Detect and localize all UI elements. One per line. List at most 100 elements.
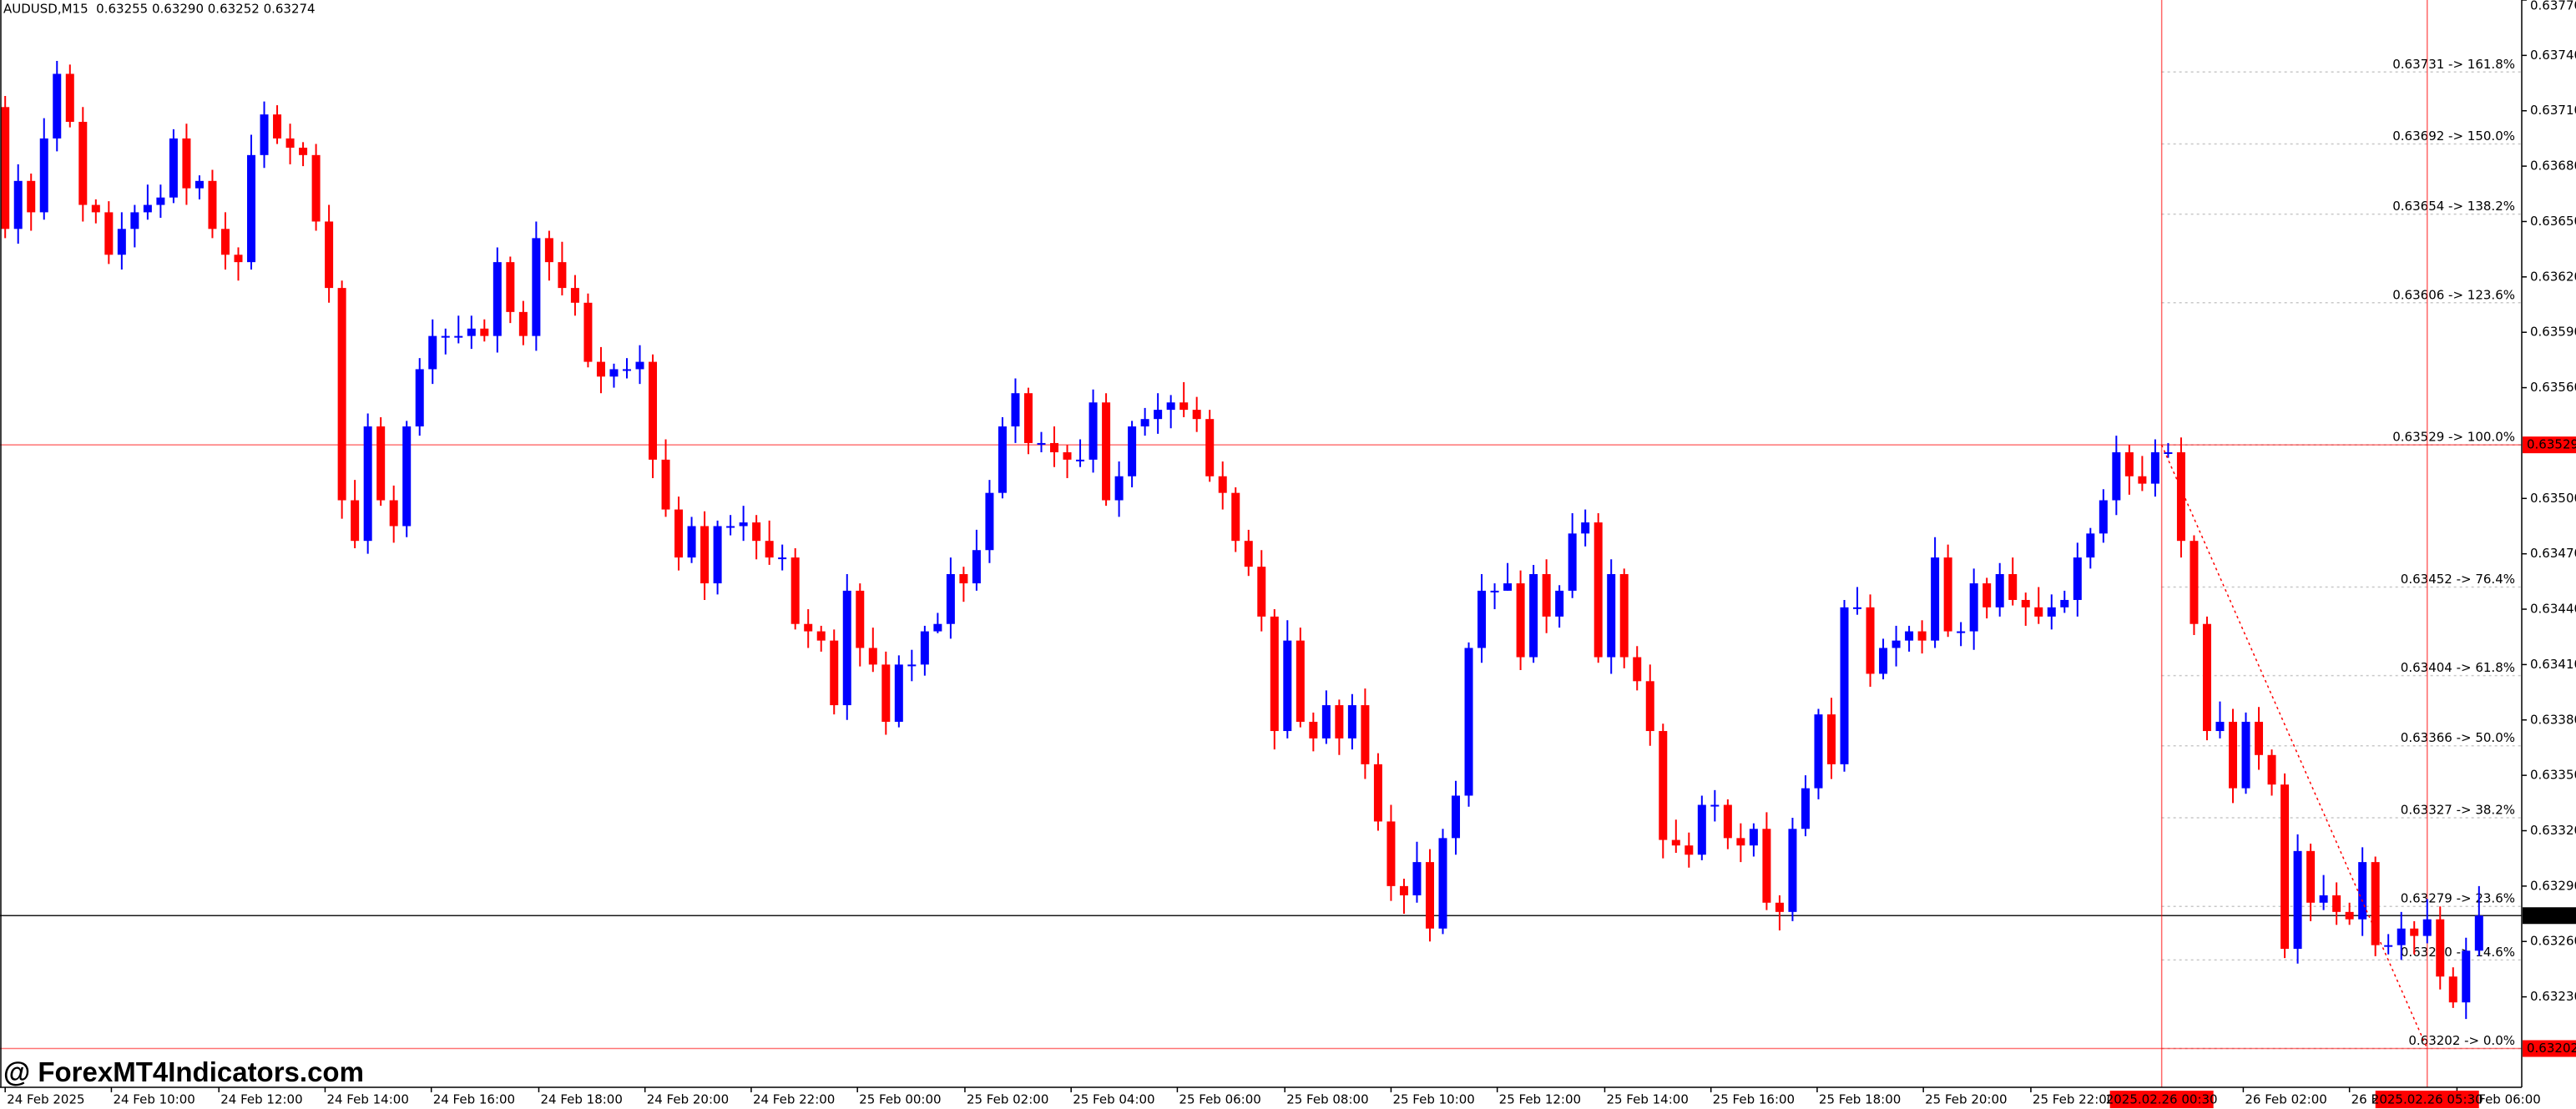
candle-body — [622, 369, 631, 371]
candle-body — [220, 229, 230, 255]
candle-body — [506, 262, 515, 312]
candle-body — [143, 204, 152, 213]
candle-body — [972, 550, 981, 584]
candle-body — [285, 138, 295, 148]
candle-body — [1969, 583, 1978, 632]
x-tick-label: 25 Feb 22:00 — [2033, 1092, 2114, 1107]
candle-body — [441, 335, 450, 338]
watermark: @ ForexMT4Indicators.com — [3, 1056, 364, 1087]
candle-body — [234, 255, 243, 263]
candle-body — [1710, 804, 1720, 807]
candle-body — [907, 664, 917, 667]
candle-body — [1218, 476, 1227, 493]
candle-body — [1399, 885, 1408, 895]
candle-body — [351, 500, 360, 542]
candle-body — [687, 526, 696, 558]
candle-body — [2281, 784, 2290, 950]
candle-body — [91, 204, 100, 213]
candle-body — [1335, 705, 1344, 738]
candle-body — [946, 574, 955, 624]
candle-body — [1179, 402, 1189, 411]
y-tick-label: 0.63230 — [2530, 989, 2576, 1004]
candle-body — [1619, 574, 1629, 658]
candle-body — [299, 147, 308, 155]
candle-body — [311, 154, 321, 222]
candle-body — [2384, 945, 2393, 947]
candle-body — [2164, 451, 2173, 454]
candle-body — [2306, 850, 2316, 903]
candle-body — [2422, 919, 2432, 936]
candle-body — [532, 238, 541, 336]
candle-body — [1775, 902, 1784, 912]
x-tick-label: 25 Feb 12:00 — [1499, 1092, 1581, 1107]
candle-body — [830, 640, 839, 706]
candle-body — [609, 369, 619, 377]
candle-body — [816, 631, 826, 641]
candle-body — [1917, 631, 1927, 641]
candle-body — [247, 154, 256, 263]
candle-body — [2462, 950, 2471, 1003]
price-tag-label: 0.63529 — [2527, 437, 2576, 452]
x-tick-label: 25 Feb 20:00 — [1925, 1092, 2007, 1107]
candle-body — [2099, 500, 2108, 534]
candle-body — [1853, 607, 1862, 609]
candle-body — [2448, 976, 2457, 1003]
fib-label: 0.63654 -> 138.2% — [2392, 199, 2515, 214]
candle-body — [2086, 533, 2095, 558]
candle-body — [881, 664, 891, 722]
candle-body — [1568, 533, 1577, 591]
candle-body — [868, 648, 877, 665]
candle-body — [1140, 419, 1149, 427]
candle-body — [2332, 895, 2341, 912]
candle-body — [1581, 522, 1590, 534]
candle-body — [726, 526, 735, 528]
time-tag-label: 2025.02.26 00:30 — [2106, 1092, 2218, 1107]
candle-body — [2293, 850, 2302, 950]
candle-body — [1088, 402, 1098, 460]
candle-body — [2410, 928, 2419, 936]
candle-body — [1892, 640, 1901, 648]
candle-body — [1347, 705, 1356, 738]
candle-body — [1542, 574, 1551, 617]
candle-body — [558, 262, 567, 289]
candle-body — [1723, 804, 1732, 839]
candle-body — [53, 73, 62, 139]
candle-body — [1995, 574, 2004, 607]
x-tick-label: 25 Feb 08:00 — [1286, 1092, 1368, 1107]
candle-body — [1011, 393, 1020, 427]
candle-body — [2060, 599, 2069, 607]
x-tick-label: 25 Feb 14:00 — [1606, 1092, 1688, 1107]
x-tick-label: 25 Feb 06:00 — [1179, 1092, 1260, 1107]
candle-body — [752, 522, 761, 542]
fib-label: 0.63606 -> 123.6% — [2392, 287, 2515, 302]
candle-body — [1076, 459, 1085, 461]
x-tick-label: 25 Feb 04:00 — [1073, 1092, 1154, 1107]
candle-body — [1270, 616, 1279, 732]
x-tick-label: 24 Feb 10:00 — [113, 1092, 194, 1107]
candle-body — [842, 590, 851, 706]
fib-label: 0.63529 -> 100.0% — [2392, 430, 2515, 445]
candle-body — [1697, 804, 1706, 855]
candle-body — [570, 288, 579, 303]
x-tick-label: 24 Feb 22:00 — [753, 1092, 835, 1107]
symbol-header: AUDUSD,M15 0.63255 0.63290 0.63252 0.632… — [3, 2, 316, 17]
candle-body — [2345, 911, 2354, 920]
fib-label: 0.63452 -> 76.4% — [2401, 572, 2515, 587]
candle-body — [959, 574, 968, 584]
x-tick-label: 25 Feb 18:00 — [1819, 1092, 1901, 1107]
candle-body — [1166, 402, 1175, 411]
candle-body — [27, 180, 36, 213]
price-tag — [2523, 1040, 2576, 1057]
candle-body — [194, 180, 204, 189]
candle-body — [117, 229, 126, 255]
candle-body — [13, 180, 23, 229]
candle-body — [182, 138, 191, 189]
candle-body — [920, 631, 929, 665]
candle-body — [2190, 541, 2199, 624]
candle-body — [1361, 705, 1370, 764]
